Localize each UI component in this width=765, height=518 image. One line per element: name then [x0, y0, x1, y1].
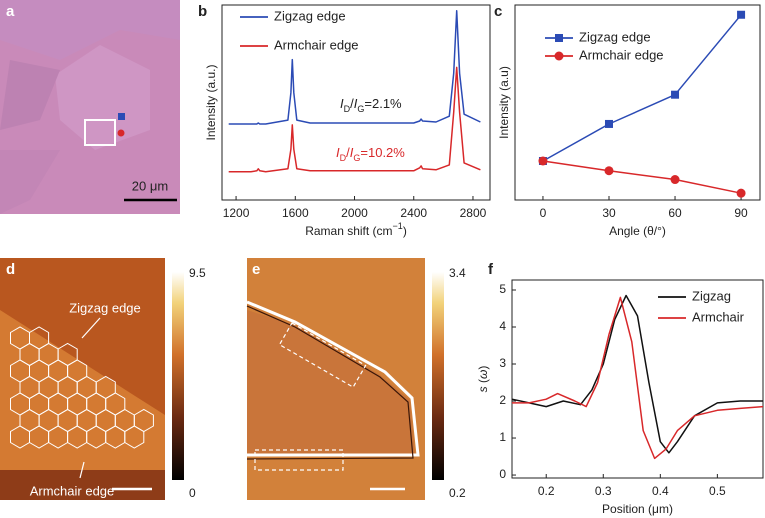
x-tick-label: 0.2 [538, 484, 555, 498]
legend-label: Zigzag edge [274, 8, 346, 23]
y-tick-label: 2 [499, 393, 506, 407]
marker [736, 188, 746, 198]
plot-frame [511, 279, 764, 479]
hexagon [124, 425, 145, 449]
series-line [542, 160, 742, 194]
text-part: I [340, 96, 344, 111]
text-part: G [353, 153, 360, 163]
text-part: ) [476, 366, 490, 370]
colorbar-label: 0 [189, 486, 196, 500]
legend-label: Armchair edge [579, 47, 664, 62]
x-tick-label: 1600 [282, 206, 309, 220]
y-axis-label: s (ω) [476, 366, 490, 393]
marker [737, 10, 746, 19]
y-tick-label: 4 [499, 319, 506, 333]
marker [538, 156, 548, 166]
legend-label: Zigzag edge [579, 29, 651, 44]
series-line [512, 296, 764, 460]
panel-label: f [488, 261, 494, 278]
marker [604, 166, 614, 176]
colorbar-label: 3.4 [449, 266, 466, 280]
text-part: I [350, 145, 354, 160]
panel-a-image [0, 0, 180, 214]
legend-label: Armchair edge [274, 37, 359, 52]
x-tick-label: 2800 [460, 206, 487, 220]
annotation: Zigzag edge [69, 300, 141, 315]
panel-label: b [198, 3, 207, 20]
text-part: −1 [393, 221, 403, 231]
x-tick-label: 1200 [223, 206, 250, 220]
text-part: / [346, 145, 350, 160]
panel-label: a [6, 3, 15, 20]
text-part: ( [476, 379, 490, 386]
x-axis-label: Angle (θ/°) [609, 224, 666, 238]
y-tick-label: 3 [499, 356, 506, 370]
text-part: s [476, 386, 490, 392]
plot-frame [221, 4, 491, 201]
annotation: ID/IG=2.1% [340, 96, 402, 114]
plot-frame [514, 4, 761, 201]
marker [604, 119, 613, 128]
panel-label: e [252, 261, 260, 278]
marker [671, 90, 680, 99]
text-part: D [344, 104, 351, 114]
x-tick-label: 2000 [341, 206, 368, 220]
legend-marker [554, 51, 564, 61]
x-tick-label: 0.5 [709, 484, 726, 498]
text-part: I [336, 145, 340, 160]
text-part: ω [476, 370, 490, 379]
annotation: Armchair edge [30, 483, 115, 498]
y-tick-label: 5 [499, 282, 506, 296]
scale-bar-label: 20 μm [132, 178, 168, 193]
text-part: =10.2% [360, 145, 405, 160]
text-part: =2.1% [364, 96, 402, 111]
panel-label: d [6, 261, 15, 278]
y-tick-label: 1 [499, 430, 506, 444]
x-tick-label: 0.3 [595, 484, 612, 498]
x-axis-label: Position (μm) [602, 502, 673, 516]
marker [670, 175, 680, 185]
text-part: ) [403, 224, 407, 238]
annotation: ID/IG=10.2% [336, 145, 405, 163]
x-tick-label: 30 [602, 206, 616, 220]
x-tick-label: 0.4 [652, 484, 669, 498]
x-tick-label: 90 [734, 206, 748, 220]
series-line [511, 294, 763, 454]
colorbar-label: 9.5 [189, 266, 206, 280]
series-line [228, 10, 481, 125]
text-part: D [340, 153, 347, 163]
series-line [228, 66, 481, 173]
y-tick-label: 0 [499, 467, 506, 481]
legend-label: Armchair [692, 309, 745, 324]
colorbar-d [172, 272, 184, 480]
x-tick-label: 2400 [400, 206, 427, 220]
y-axis-label: Intensity (a.u.) [204, 64, 218, 140]
series-line [542, 14, 742, 162]
panel-e-image [246, 258, 425, 500]
colorbar-label: 0.2 [449, 486, 466, 500]
y-axis-label: Intensity (a.u) [497, 66, 511, 139]
x-tick-label: 0 [540, 206, 547, 220]
legend-marker [555, 34, 563, 42]
text-part: G [357, 104, 364, 114]
colorbar-e [432, 272, 444, 480]
x-tick-label: 60 [668, 206, 682, 220]
text-part: / [350, 96, 354, 111]
text-part: I [354, 96, 358, 111]
panel-label: c [494, 3, 502, 20]
panel-d-image [0, 258, 165, 500]
text-part: Raman shift (cm [305, 224, 392, 238]
x-axis-label: Raman shift (cm−1) [305, 221, 407, 238]
legend-label: Zigzag [692, 288, 731, 303]
